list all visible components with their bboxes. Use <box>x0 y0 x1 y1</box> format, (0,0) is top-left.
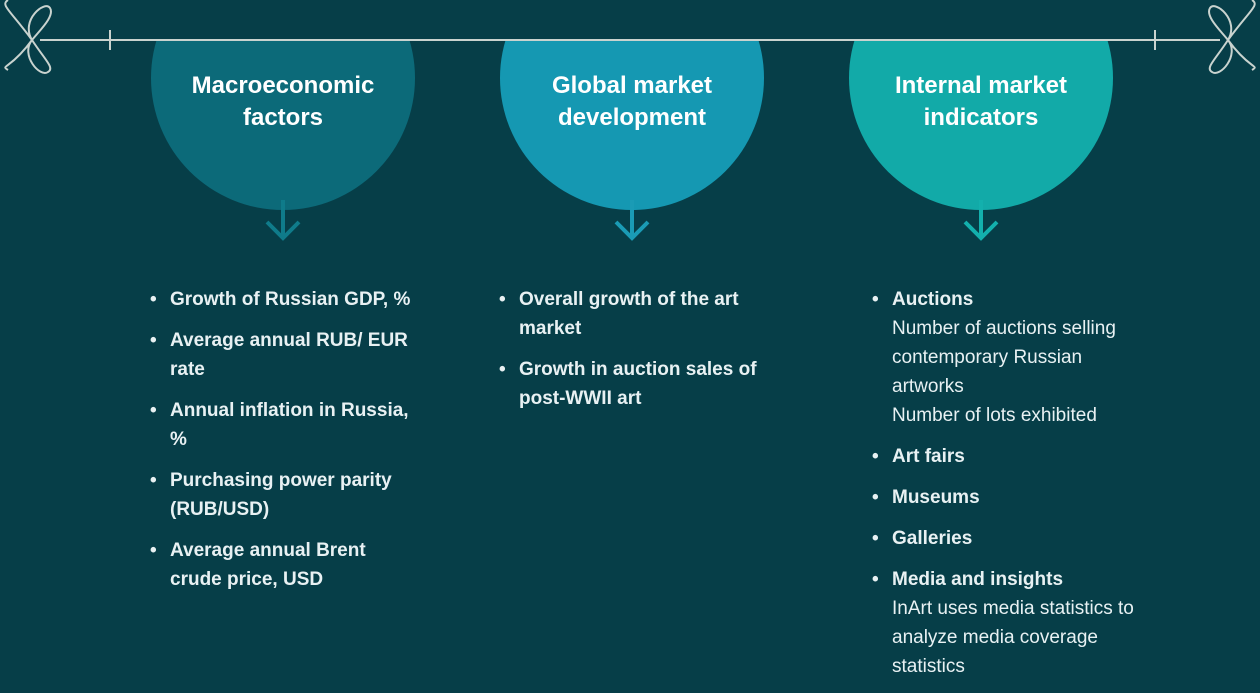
list-item: Annual inflation in Russia, % <box>148 396 418 454</box>
list-item: Auctions Number of auctions selling conte… <box>870 285 1140 430</box>
list-item: Media and insights InArt uses media stati… <box>870 565 1140 681</box>
item-detail: Number of lots exhibited <box>892 401 1140 430</box>
item-detail: InArt uses media statistics to analyze m… <box>892 594 1140 681</box>
item-label: Auctions <box>892 289 973 310</box>
list-item: Art fairs <box>870 442 1140 471</box>
item-label: Overall growth of the art market <box>519 289 739 339</box>
item-label: Purchasing power parity (RUB/USD) <box>170 470 392 520</box>
column-title: Macroeconomic factors <box>168 70 398 134</box>
list-item: Growth in auction sales of post-WWII art <box>497 355 767 413</box>
arrows <box>267 200 997 238</box>
list-item: Purchasing power parity (RUB/USD) <box>148 466 418 524</box>
list-item: Galleries <box>870 524 1140 553</box>
item-label: Art fairs <box>892 446 965 467</box>
list-item: Average annual RUB/ EUR rate <box>148 326 418 384</box>
bullet-list: Growth of Russian GDP, % Average annual R… <box>148 285 418 606</box>
item-label: Average annual RUB/ EUR rate <box>170 330 408 380</box>
list-item: Museums <box>870 483 1140 512</box>
item-label: Annual inflation in Russia, % <box>170 400 409 450</box>
bullet-list: Auctions Number of auctions selling conte… <box>870 285 1140 693</box>
list-item: Average annual Brent crude price, USD <box>148 536 418 594</box>
list-item: Growth of Russian GDP, % <box>148 285 418 314</box>
item-label: Growth in auction sales of post-WWII art <box>519 359 757 409</box>
column-title: Internal market indicators <box>866 70 1096 134</box>
item-label: Media and insights <box>892 569 1063 590</box>
item-label: Galleries <box>892 528 972 549</box>
page: Macroeconomic factors Growth of Russian G… <box>0 0 1260 693</box>
bullet-list: Overall growth of the art market Growth i… <box>497 285 767 425</box>
item-detail: Number of auctions selling contemporary … <box>892 314 1140 401</box>
list-item: Overall growth of the art market <box>497 285 767 343</box>
item-label: Growth of Russian GDP, % <box>170 289 410 310</box>
item-label: Museums <box>892 487 980 508</box>
item-label: Average annual Brent crude price, USD <box>170 540 366 590</box>
column-title: Global market development <box>517 70 747 134</box>
